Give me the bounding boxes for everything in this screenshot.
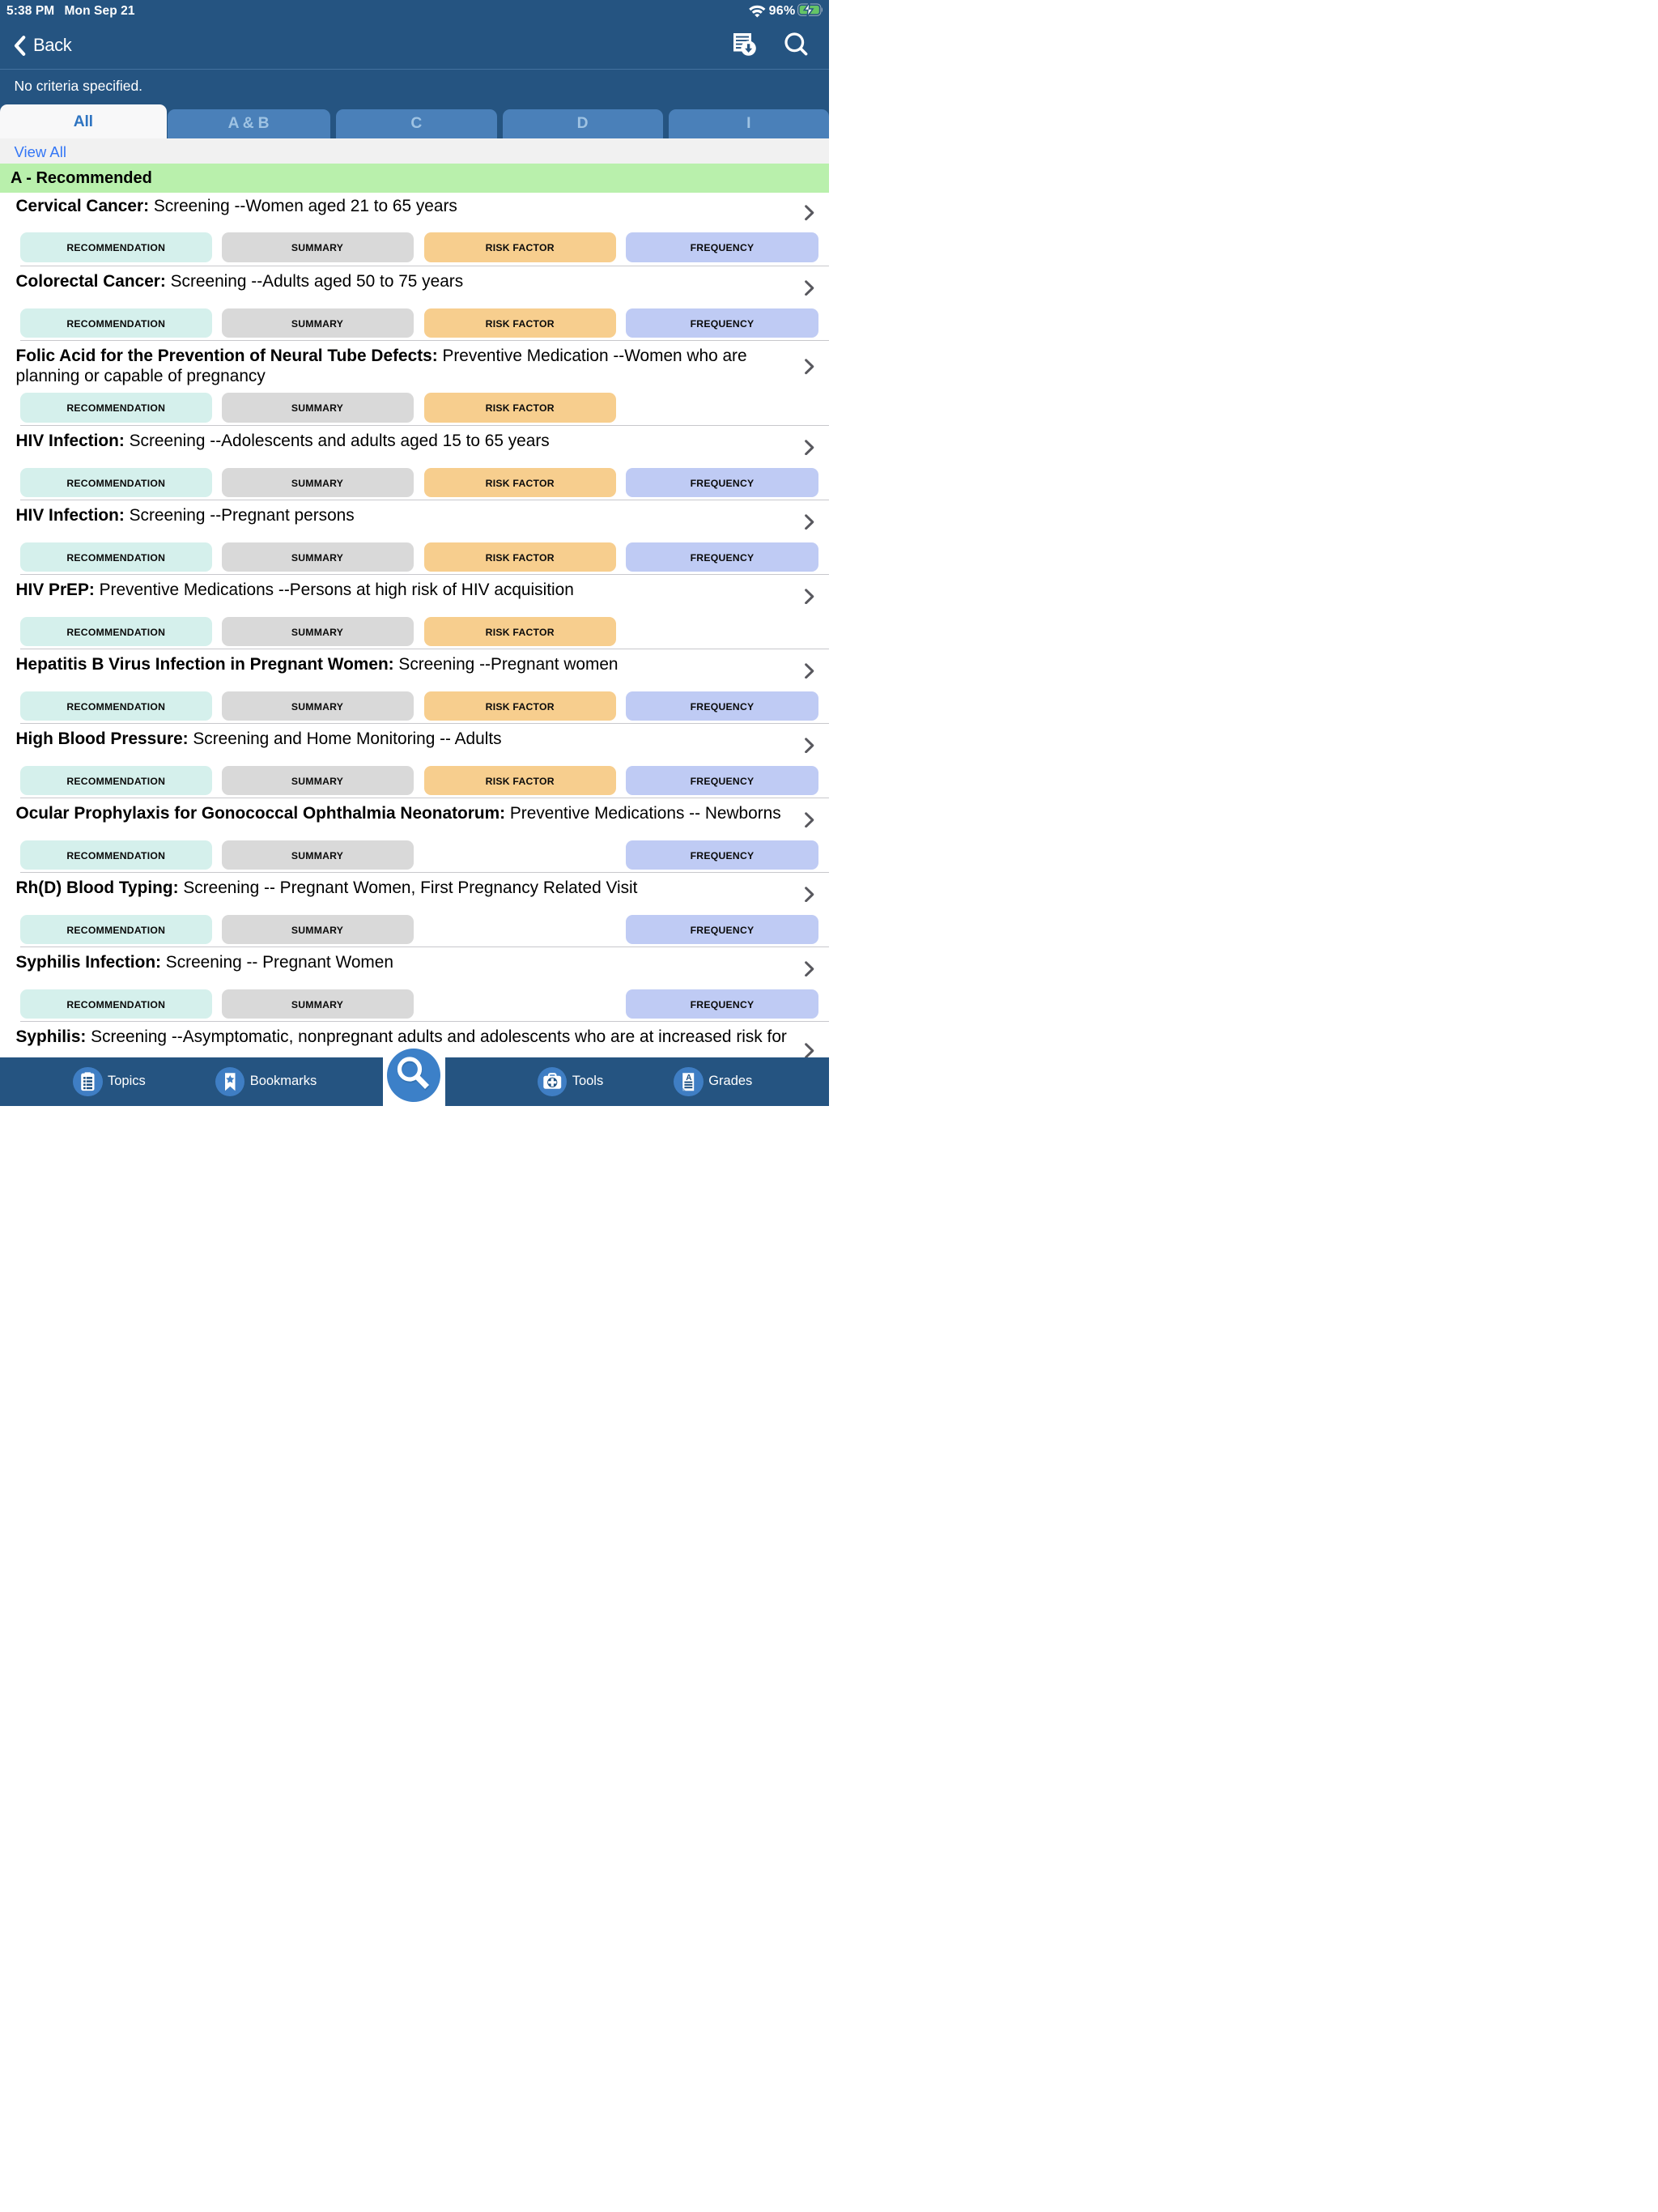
svg-text:A: A (686, 1074, 691, 1083)
svg-text:96%: 96% (769, 4, 796, 18)
